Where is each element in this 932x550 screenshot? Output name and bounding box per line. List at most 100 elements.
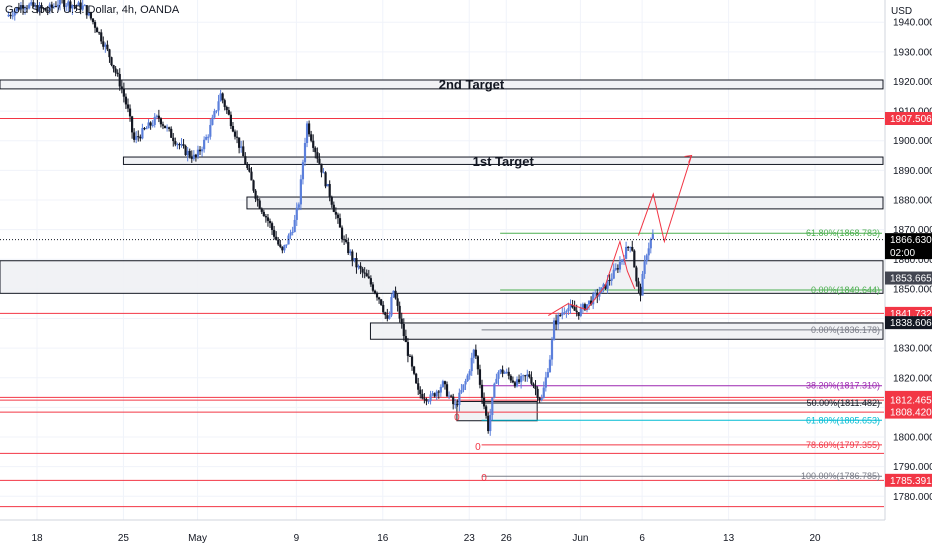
price-tag-bg [885, 316, 932, 330]
candle-bull [579, 307, 582, 316]
candle-bear [555, 320, 558, 325]
candle-bull [431, 393, 434, 395]
fib-level-label: 50.00%(1811.482) [807, 398, 880, 408]
price-tick-label: 1930.000 [893, 47, 932, 58]
price-tick-label: 1790.000 [893, 462, 932, 473]
candle-bull [295, 207, 298, 220]
candle-bear [355, 258, 358, 268]
candle-bear [46, 10, 49, 12]
candle-bull [651, 234, 654, 240]
candle-bear [17, 7, 20, 10]
candle-bear [394, 290, 397, 299]
candle-bull [180, 144, 183, 146]
candle-bear [128, 108, 132, 117]
candle-bear [168, 127, 171, 129]
candle-bull [522, 375, 525, 377]
price-tick-label: 1850.000 [893, 284, 932, 295]
candle-bull [489, 415, 492, 432]
candle-bear [425, 399, 428, 402]
candle-bull [565, 311, 568, 313]
candle-bull [491, 397, 494, 416]
candle-bear [639, 286, 642, 296]
candle-bear [100, 32, 103, 42]
fib-level-label: 0.00%(1836.178) [811, 325, 880, 335]
candle-bull [585, 304, 589, 311]
candle-bull [460, 390, 463, 393]
candle-bull [77, 2, 80, 6]
candle-bull [196, 149, 200, 157]
fib-level-label: 100.00%(1786.785) [801, 471, 880, 481]
candle-bear [281, 246, 284, 251]
candle-bull [203, 139, 206, 150]
candle-bull [58, 0, 62, 5]
candle-bear [250, 171, 253, 181]
candle-bear [608, 279, 611, 281]
candle-bear [637, 281, 640, 287]
candle-bull [155, 115, 158, 117]
candle-bear [616, 268, 619, 270]
chart-title: Gold Spot / U.S. Dollar, 4h, OANDA [5, 4, 180, 16]
candle-bear [170, 128, 173, 138]
candle-bear [386, 315, 389, 319]
time-tick-label: 18 [31, 533, 43, 544]
candle-bull [515, 379, 519, 387]
candle-bear [235, 136, 239, 138]
candle-bear [130, 116, 134, 133]
time-tick-label: 6 [639, 533, 645, 544]
candle-bear [102, 41, 105, 47]
time-axis[interactable]: 18 25 May 9 16 23 26 Jun 6 13 20 [31, 533, 821, 544]
candle-bear [456, 404, 459, 406]
fib-level-label: 78.60%(1797.355) [806, 440, 880, 450]
candle-bear [312, 140, 315, 148]
projection-arrowhead [684, 154, 693, 163]
candle-bear [320, 163, 323, 173]
candle-bull [645, 255, 648, 262]
candle-bear [32, 2, 35, 7]
candle-bull [614, 268, 617, 270]
candle-bear [433, 393, 436, 397]
time-tick-label: 16 [377, 533, 389, 544]
candle-bear [54, 6, 58, 8]
candle-bear [633, 250, 636, 268]
candle-bull [520, 376, 523, 383]
candle-bull [499, 369, 502, 373]
candle-bear [159, 118, 163, 125]
candle-bull [620, 259, 624, 262]
candle-bear [91, 18, 95, 23]
candle-bear [161, 124, 165, 126]
candle-bear [50, 4, 53, 8]
candle-bull [87, 12, 90, 16]
price-tag-line: 1808.420 [890, 408, 932, 419]
candle-bear [260, 208, 263, 212]
wave-drawing [548, 239, 636, 316]
candle-bull [200, 149, 204, 152]
price-tag-line: 1785.391 [890, 476, 932, 487]
candle-bear [573, 307, 576, 311]
zone-label: 2nd Target [439, 77, 505, 92]
time-tick-label: Jun [572, 533, 588, 544]
candle-bear [445, 384, 449, 397]
candle-bear [538, 397, 541, 401]
candle-bull [147, 122, 150, 129]
price-tick-label: 1920.000 [893, 77, 932, 88]
candle-bull [38, 5, 41, 12]
candle-bear [400, 318, 403, 324]
candle-bull [610, 278, 613, 281]
price-tag-line-bg [885, 393, 932, 407]
candle-bull [462, 384, 465, 391]
candle-bull [52, 6, 55, 8]
wave-marker: 0 [454, 412, 460, 423]
candle-bull [7, 14, 10, 17]
candle-bull [602, 284, 605, 288]
candle-bull [542, 387, 545, 398]
candle-bear [375, 293, 379, 298]
candle-bear [238, 137, 241, 148]
candle-bear [532, 383, 535, 386]
candle-bull [209, 124, 212, 137]
candle-bull [612, 269, 615, 279]
drawings-layer: 0 0 0 [454, 154, 693, 484]
candle-bear [268, 220, 272, 224]
candle-bull [353, 258, 356, 261]
candle-bear [534, 385, 537, 389]
